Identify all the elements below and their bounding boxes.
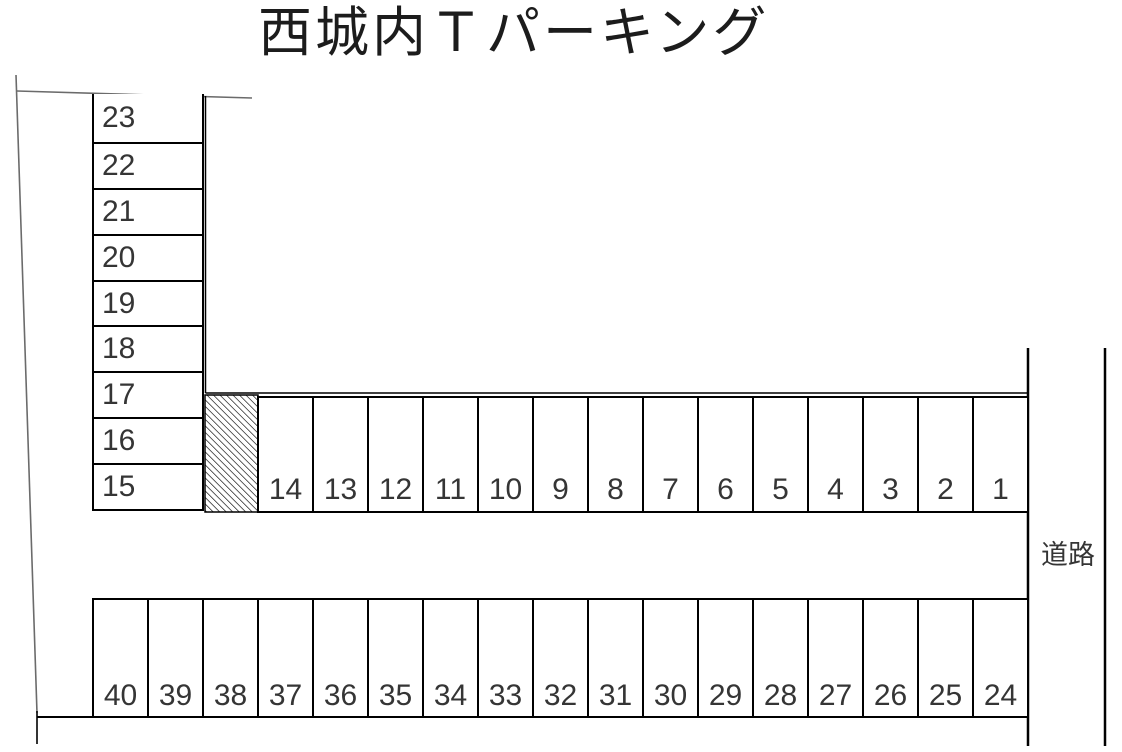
parking-space-9: 9 <box>532 396 589 513</box>
parking-space-number: 15 <box>102 470 136 503</box>
parking-space-number: 6 <box>717 473 734 506</box>
parking-space-4: 4 <box>807 396 864 513</box>
parking-space-number: 7 <box>662 473 679 506</box>
page-title: 西城内Ｔパーキング <box>258 3 770 63</box>
parking-space-number: 18 <box>102 332 136 365</box>
parking-space-26: 26 <box>862 598 919 718</box>
parking-space-38: 38 <box>202 598 259 718</box>
parking-space-2: 2 <box>917 396 974 513</box>
parking-space-34: 34 <box>422 598 479 718</box>
parking-space-number: 21 <box>102 195 136 228</box>
parking-space-number: 8 <box>607 473 624 506</box>
parking-space-39: 39 <box>147 598 204 718</box>
parking-space-28: 28 <box>752 598 809 718</box>
parking-space-number: 17 <box>102 378 136 411</box>
parking-space-number: 20 <box>102 241 136 274</box>
parking-space-number: 29 <box>708 679 743 712</box>
parking-space-20: 20 <box>92 234 204 282</box>
parking-space-number: 31 <box>598 679 633 712</box>
parking-space-number: 25 <box>928 679 963 712</box>
parking-space-number: 37 <box>268 679 303 712</box>
boundary-line-left <box>15 74 38 714</box>
parking-space-17: 17 <box>92 371 204 419</box>
parking-space-number: 30 <box>653 679 688 712</box>
parking-space-number: 19 <box>102 286 136 320</box>
parking-space-32: 32 <box>532 598 589 718</box>
parking-space-number: 32 <box>543 679 578 712</box>
parking-space-24: 24 <box>972 598 1029 718</box>
parking-space-number: 23 <box>102 101 136 134</box>
parking-space-number: 39 <box>158 679 193 712</box>
parking-space-6: 6 <box>697 396 754 513</box>
parking-space-number: 22 <box>102 149 136 182</box>
parking-space-11: 11 <box>422 396 479 513</box>
parking-space-number: 38 <box>213 679 248 712</box>
parking-space-3: 3 <box>862 396 919 513</box>
parking-space-10: 10 <box>477 396 534 513</box>
parking-space-16: 16 <box>92 417 204 465</box>
parking-space-number: 12 <box>378 473 413 506</box>
parking-space-36: 36 <box>312 598 369 718</box>
parking-space-21: 21 <box>92 188 204 236</box>
parking-space-27: 27 <box>807 598 864 718</box>
parking-space-number: 28 <box>763 679 798 712</box>
parking-space-number: 9 <box>552 473 569 506</box>
parking-space-number: 2 <box>937 473 954 506</box>
parking-space-number: 35 <box>378 679 413 712</box>
parking-space-number: 24 <box>983 679 1018 712</box>
parking-space-15: 15 <box>92 463 204 511</box>
parking-space-number: 34 <box>433 679 468 712</box>
parking-space-31: 31 <box>587 598 644 718</box>
parking-space-5: 5 <box>752 396 809 513</box>
parking-space-14: 14 <box>257 396 314 513</box>
parking-space-8: 8 <box>587 396 644 513</box>
parking-space-37: 37 <box>257 598 314 718</box>
parking-space-number: 16 <box>102 424 136 457</box>
parking-space-number: 40 <box>103 679 138 712</box>
parking-space-number: 3 <box>882 473 899 506</box>
parking-space-number: 26 <box>873 679 908 712</box>
parking-space-29: 29 <box>697 598 754 718</box>
parking-space-number: 14 <box>268 473 303 506</box>
parking-space-7: 7 <box>642 396 699 513</box>
parking-space-25: 25 <box>917 598 974 718</box>
parking-space-19: 19 <box>92 280 204 327</box>
parking-space-22: 22 <box>92 142 204 190</box>
parking-space-number: 11 <box>434 473 467 506</box>
road-label: 道路 <box>1041 540 1095 570</box>
parking-space-23: 23 <box>92 94 204 144</box>
parking-space-33: 33 <box>477 598 534 718</box>
parking-space-18: 18 <box>92 325 204 373</box>
parking-space-35: 35 <box>367 598 424 718</box>
parking-space-number: 5 <box>772 473 789 506</box>
parking-space-number: 33 <box>488 679 523 712</box>
parking-space-40: 40 <box>92 598 149 718</box>
parking-space-13: 13 <box>312 396 369 513</box>
parking-space-number: 1 <box>992 473 1009 506</box>
parking-space-12: 12 <box>367 396 424 513</box>
parking-space-1: 1 <box>972 396 1029 513</box>
parking-space-number: 13 <box>323 473 358 506</box>
parking-space-30: 30 <box>642 598 699 718</box>
parking-space-number: 4 <box>827 473 844 506</box>
hatched-area <box>204 394 259 513</box>
parking-space-number: 36 <box>323 679 358 712</box>
parking-space-number: 10 <box>488 473 523 506</box>
parking-space-number: 27 <box>818 679 853 712</box>
